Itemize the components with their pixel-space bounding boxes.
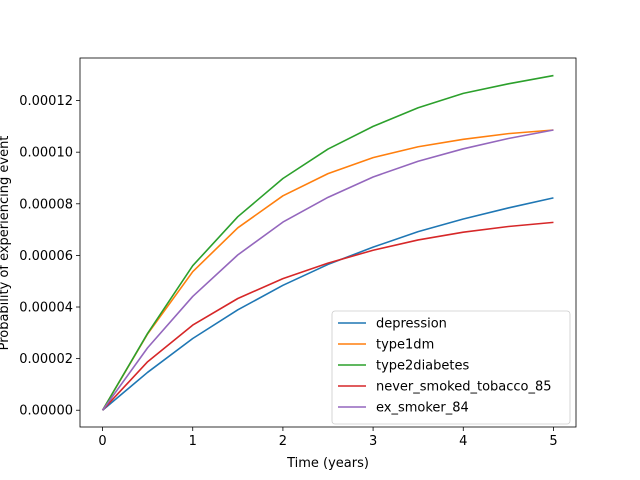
y-tick-label: 0.00000 xyxy=(19,404,73,419)
y-axis-label: Probability of experiencing event xyxy=(0,136,12,351)
axes xyxy=(79,57,577,428)
series-line-ex-smoker-84 xyxy=(101,129,554,411)
y-tick-label: 0.00002 xyxy=(19,352,73,367)
x-tick-label: 3 xyxy=(369,434,377,449)
legend: depression type1dm type2diabetes never_smok… xyxy=(331,310,571,425)
plot-area xyxy=(101,74,554,411)
y-axis-ticks: 0.00000 0.00002 0.00004 0.00006 0.00008 0.000… xyxy=(19,94,80,419)
x-tick-label: 5 xyxy=(549,434,557,449)
x-axis-ticks: 0 1 2 3 4 5 xyxy=(98,427,558,449)
x-tick-label: 0 xyxy=(98,434,106,449)
y-tick-label: 0.00006 xyxy=(19,249,73,264)
legend-label-ex-smoker-84: ex_smoker_84 xyxy=(376,401,469,416)
axes-frame xyxy=(79,57,577,428)
x-tick-label: 2 xyxy=(279,434,287,449)
y-tick-label: 0.00008 xyxy=(19,197,73,212)
series-line-never-smoked-tobacco-85 xyxy=(101,221,554,411)
series-line-type2diabetes xyxy=(101,74,554,411)
series-line-type1dm xyxy=(101,129,554,411)
legend-label-never-smoked-tobacco-85: never_smoked_tobacco_85 xyxy=(376,380,552,395)
legend-label-type1dm: type1dm xyxy=(376,338,434,353)
legend-label-type2diabetes: type2diabetes xyxy=(376,359,469,374)
y-tick-label: 0.00012 xyxy=(19,94,73,109)
x-axis-label: Time (years) xyxy=(286,456,369,471)
legend-box xyxy=(331,310,571,425)
x-tick-label: 4 xyxy=(459,434,467,449)
y-tick-label: 0.00010 xyxy=(19,146,73,161)
series-line-depression xyxy=(102,197,554,411)
x-tick-label: 1 xyxy=(189,434,197,449)
legend-label-depression: depression xyxy=(376,317,447,332)
y-tick-label: 0.00004 xyxy=(19,301,73,316)
